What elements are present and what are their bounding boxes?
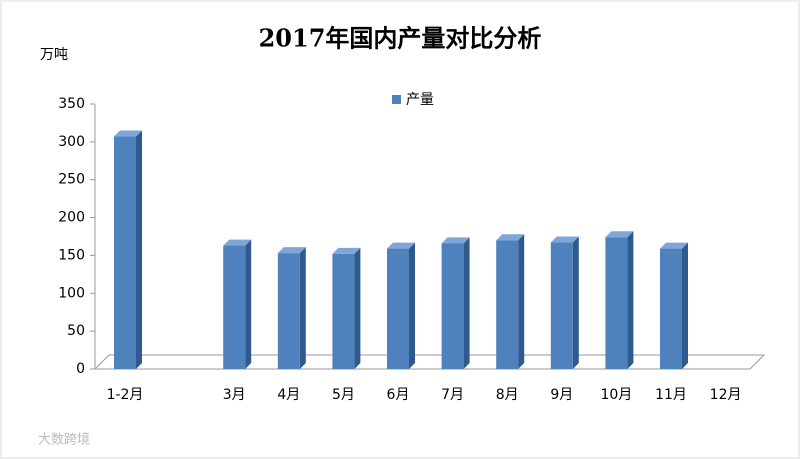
x-tick-label: 4月 bbox=[277, 387, 300, 403]
bar bbox=[441, 243, 464, 369]
x-tick-label: 8月 bbox=[496, 387, 519, 403]
y-tick-label: 50 bbox=[67, 323, 85, 339]
x-tick-label: 9月 bbox=[550, 387, 573, 403]
y-tick-label: 100 bbox=[58, 285, 85, 301]
y-tick-label: 300 bbox=[58, 134, 85, 150]
bar-top bbox=[114, 130, 142, 137]
bar-side bbox=[518, 234, 525, 369]
bar-side bbox=[572, 236, 579, 369]
chart-title: 2017年国内产量对比分析 bbox=[259, 24, 542, 53]
bar bbox=[387, 248, 409, 369]
x-tick-label: 7月 bbox=[441, 387, 464, 403]
bar-top bbox=[332, 247, 361, 254]
bar-top bbox=[223, 239, 252, 246]
bar-side bbox=[354, 247, 361, 369]
bar bbox=[277, 253, 300, 369]
bar-top bbox=[550, 236, 579, 243]
bar bbox=[660, 248, 682, 369]
x-tick-label: 10月 bbox=[600, 387, 632, 403]
bar bbox=[605, 237, 628, 369]
bar-top bbox=[605, 231, 634, 238]
bar-side bbox=[299, 247, 306, 369]
x-tick-label: 12月 bbox=[710, 387, 742, 403]
x-tick-label: 6月 bbox=[387, 387, 410, 403]
bar-top bbox=[277, 247, 306, 254]
bar-top bbox=[660, 242, 688, 249]
y-tick-label: 0 bbox=[76, 361, 85, 377]
watermark: 大数跨境 bbox=[38, 433, 90, 448]
y-tick-label: 150 bbox=[58, 247, 85, 263]
bar bbox=[332, 253, 355, 369]
bar bbox=[114, 136, 136, 369]
x-tick-label: 5月 bbox=[332, 387, 355, 403]
legend-label: 产量 bbox=[406, 92, 434, 108]
legend-swatch bbox=[392, 95, 401, 104]
y-tick-label: 250 bbox=[58, 172, 85, 188]
y-axis-label: 万吨 bbox=[40, 47, 68, 63]
bar-top bbox=[387, 242, 415, 249]
y-tick-label: 200 bbox=[58, 210, 85, 226]
x-tick-label: 11月 bbox=[655, 387, 687, 403]
bar-side bbox=[682, 242, 688, 369]
y-tick-label: 350 bbox=[58, 96, 85, 112]
bar-side bbox=[409, 242, 415, 369]
bar bbox=[550, 242, 573, 369]
bar-side bbox=[627, 231, 634, 369]
x-tick-label: 3月 bbox=[223, 387, 246, 403]
bar-side bbox=[463, 237, 470, 369]
floor bbox=[93, 354, 766, 370]
bar bbox=[223, 245, 246, 369]
bar-top bbox=[496, 234, 525, 241]
x-tick-label: 1-2月 bbox=[107, 387, 144, 403]
bar-side bbox=[136, 130, 142, 369]
bar-top bbox=[441, 237, 470, 244]
bar bbox=[496, 240, 519, 369]
bar-side bbox=[245, 239, 252, 369]
